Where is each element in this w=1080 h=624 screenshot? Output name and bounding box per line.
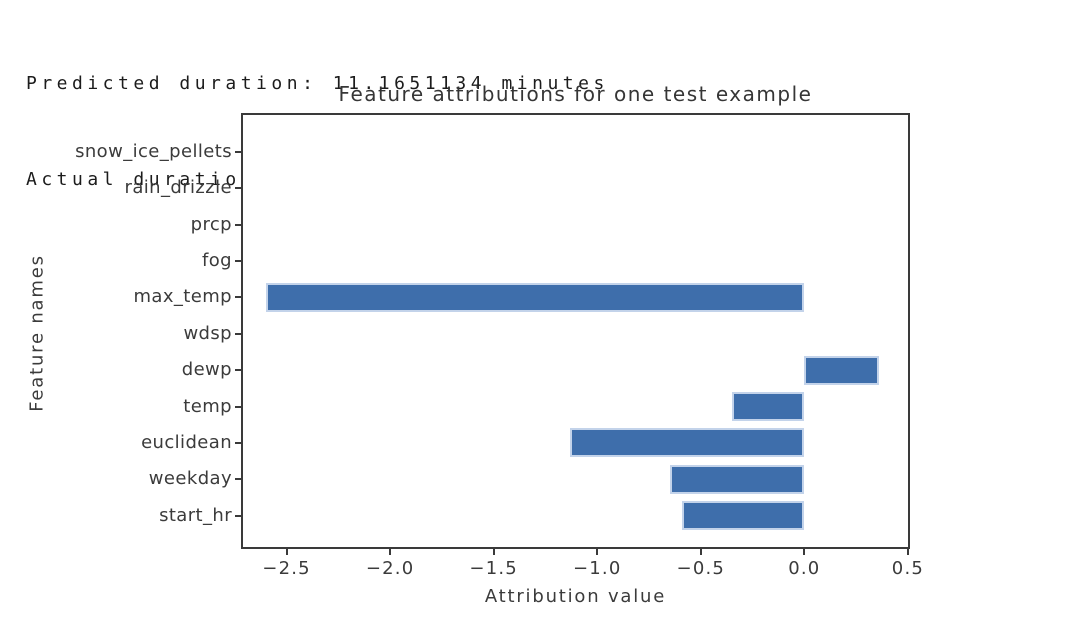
x-tick-mark xyxy=(803,549,806,555)
bar-weekday xyxy=(669,464,805,494)
bar-temp xyxy=(731,392,805,421)
y-tick-mark xyxy=(235,223,241,226)
bar-start_hr xyxy=(682,501,805,531)
y-tick-mark xyxy=(235,514,241,517)
x-tick-mark xyxy=(906,549,909,555)
y-tick-label-weekday: weekday xyxy=(148,468,232,490)
y-tick-label-rain_drizzle: rain_drizzle xyxy=(124,177,232,199)
x-tick-label-−2.5: −2.5 xyxy=(262,558,311,579)
x-axis-label: Attribution value xyxy=(484,586,667,607)
y-tick-label-euclidean: euclidean xyxy=(141,431,232,453)
y-tick-label-max_temp: max_temp xyxy=(133,286,232,308)
y-tick-label-start_hr: start_hr xyxy=(159,504,232,526)
bar-dewp xyxy=(804,355,879,385)
y-tick-mark xyxy=(235,150,241,153)
y-tick-mark xyxy=(235,332,241,335)
y-tick-label-fog: fog xyxy=(202,249,232,271)
y-tick-mark xyxy=(235,441,241,444)
y-tick-label-temp: temp xyxy=(183,395,232,417)
y-tick-mark xyxy=(235,369,241,372)
bar-euclidean xyxy=(570,428,805,458)
bar-max_temp xyxy=(265,282,805,312)
x-tick-label-−1.5: −1.5 xyxy=(469,558,518,579)
x-tick-label-−0.5: −0.5 xyxy=(676,558,726,579)
y-tick-label-wdsp: wdsp xyxy=(183,322,232,344)
predicted-duration-text: Predicted duration: 11.1651134 minutes xyxy=(26,73,609,94)
y-tick-label-prcp: prcp xyxy=(190,213,232,235)
x-tick-label-−2.0: −2.0 xyxy=(365,558,415,579)
y-tick-mark xyxy=(235,478,241,481)
y-tick-mark xyxy=(235,405,241,408)
y-tick-mark xyxy=(235,187,241,190)
y-tick-mark xyxy=(235,259,241,262)
x-tick-label-−1.0: −1.0 xyxy=(572,558,622,579)
y-tick-label-dewp: dewp xyxy=(181,359,232,381)
y-tick-label-snow_ice_pellets: snow_ice_pellets xyxy=(75,140,232,162)
x-tick-mark xyxy=(389,549,392,555)
chart-title: Feature attributions for one test exampl… xyxy=(338,82,813,106)
y-tick-mark xyxy=(235,296,241,299)
x-tick-mark xyxy=(699,549,702,555)
x-tick-mark xyxy=(596,549,599,555)
plot-area xyxy=(241,113,910,549)
x-tick-mark xyxy=(285,549,288,555)
x-tick-mark xyxy=(492,549,495,555)
x-tick-label-0.0: 0.0 xyxy=(788,558,821,579)
x-tick-label-0.5: 0.5 xyxy=(891,558,925,579)
